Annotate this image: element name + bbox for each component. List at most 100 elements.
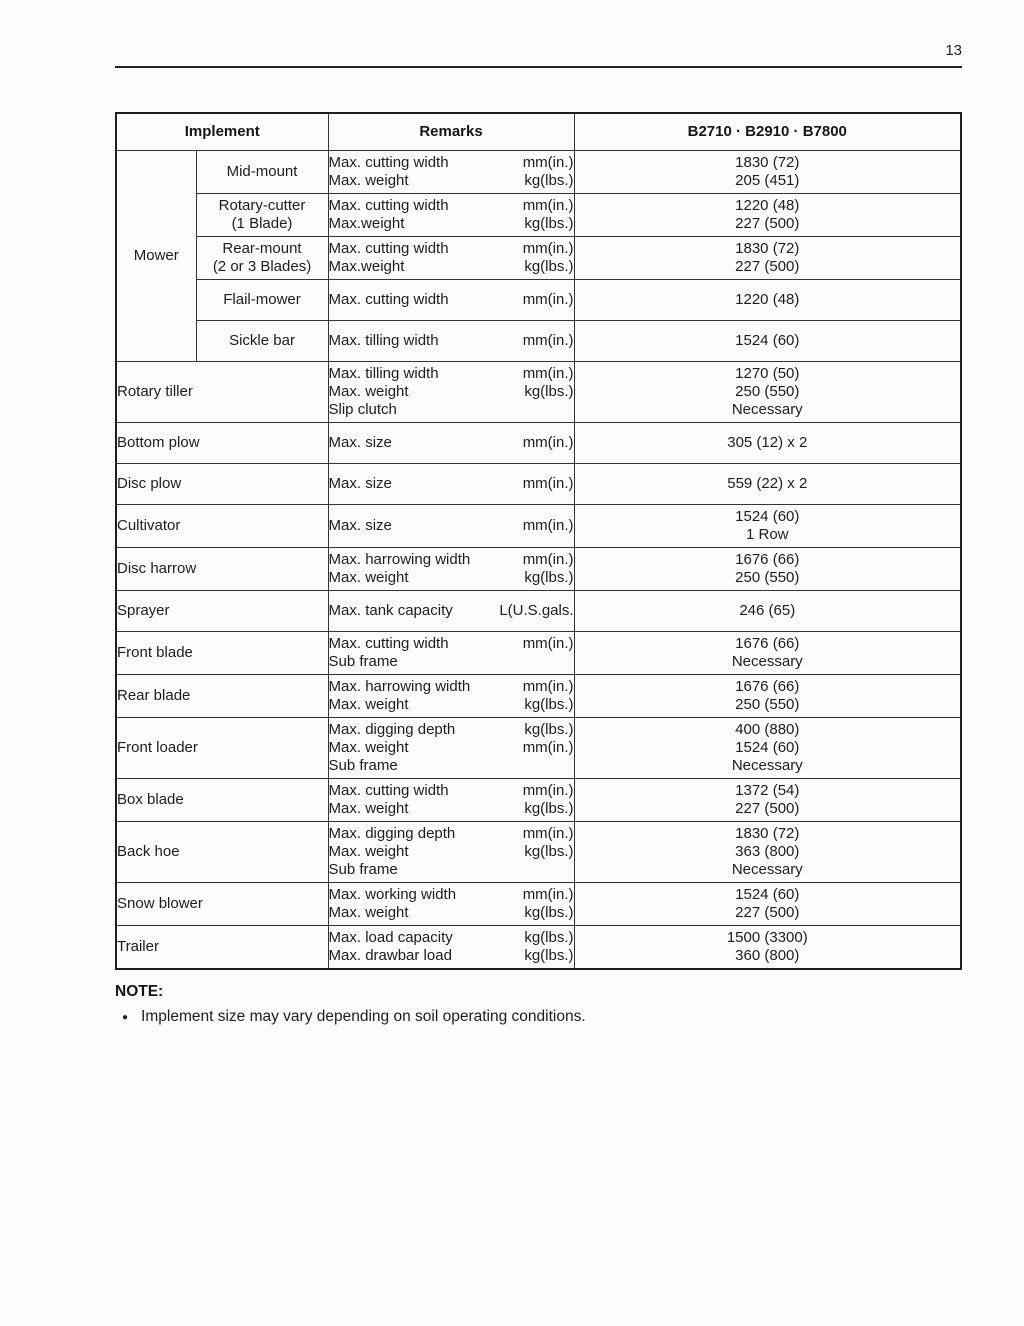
values-cell: 1676 (66) Necessary	[573, 631, 962, 675]
remark-unit: kg(lbs.)	[524, 569, 574, 586]
implement-sub-line: Rotary-cutter	[218, 197, 306, 214]
note-section: NOTE: ● Implement size may vary dependin…	[115, 983, 960, 1026]
implement-sub-line: (1 Blade)	[231, 215, 293, 232]
remarks-cell: Max. tilling width mm(in.) Max. weight kg(l…	[327, 361, 575, 423]
remarks-cell: Max. digging depth mm(in.) Max. weight kg(l…	[327, 821, 575, 883]
table-row: Box blade Max. cutting width mm(in.) Max. w…	[115, 778, 962, 822]
remark-label: Max. weight	[328, 800, 409, 817]
values-cell: 1220 (48)	[573, 279, 962, 321]
remark-label: Max. cutting width	[328, 635, 449, 652]
implement-cell: Front blade	[115, 631, 329, 675]
table-row: Disc harrow Max. harrowing width mm(in.) Ma…	[115, 547, 962, 591]
remark-line: Max. cutting width mm(in.)	[329, 291, 574, 309]
remarks-cell: Max. cutting width mm(in.) Max. weight kg(l…	[327, 778, 575, 822]
remark-unit: L(U.S.gals.	[499, 602, 574, 619]
value-line: Necessary	[731, 757, 803, 774]
table-row: Sickle bar Max. tilling width mm(in.) 1524 …	[116, 320, 962, 362]
remark-unit: kg(lbs.)	[524, 383, 574, 400]
implement-sub-cell: Flail-mower	[195, 279, 329, 321]
values-cell: 1830 (72) 363 (800) Necessary	[573, 821, 962, 883]
remark-line: Max. digging depth kg(lbs.)	[329, 721, 574, 739]
remark-unit: kg(lbs.)	[524, 215, 574, 232]
remark-unit: mm(in.)	[522, 825, 574, 842]
header-rule	[115, 66, 962, 68]
values-cell: 559 (22) x 2	[573, 463, 962, 505]
remark-unit: kg(lbs.)	[524, 172, 574, 189]
remark-label: Max. harrowing width	[328, 678, 471, 695]
value-line: 205 (451)	[735, 172, 800, 189]
remark-unit: mm(in.)	[522, 291, 574, 308]
value-line: 1 Row	[746, 526, 789, 543]
remarks-cell: Max. working width mm(in.) Max. weight kg(l…	[327, 882, 575, 926]
value-line: 246 (65)	[739, 602, 796, 619]
remark-line: Max. weight kg(lbs.)	[329, 383, 574, 401]
remark-unit: kg(lbs.)	[524, 696, 574, 713]
table-row: Rotary-cutter (1 Blade) Max. cutting width…	[116, 193, 962, 237]
values-cell: 1500 (3300) 360 (800)	[573, 925, 962, 970]
remark-line: Max. drawbar load kg(lbs.)	[329, 947, 574, 965]
remarks-cell: Max. tank capacity L(U.S.gals.	[327, 590, 575, 632]
implement-sub-line: Rear-mount	[222, 240, 302, 257]
table-row: Back hoe Max. digging depth mm(in.) Max. we…	[115, 821, 962, 883]
remark-label: Max. cutting width	[328, 291, 449, 308]
table-row: Cultivator Max. size mm(in.) 1524 (60) 1 Row	[115, 504, 962, 548]
remark-label: Max.weight	[328, 258, 405, 275]
remark-label: Max. cutting width	[328, 197, 449, 214]
value-line: 1524 (60)	[735, 332, 800, 349]
remarks-cell: Max. cutting width mm(in.) Sub frame	[327, 631, 575, 675]
value-line: 1524 (60)	[735, 886, 800, 903]
remark-label: Max. weight	[328, 696, 409, 713]
value-line: 1220 (48)	[735, 291, 800, 308]
remark-label: Max. tilling width	[328, 332, 439, 349]
value-line: 1830 (72)	[735, 240, 800, 257]
value-line: 227 (500)	[735, 215, 800, 232]
remark-unit: kg(lbs.)	[524, 947, 574, 964]
value-line: Necessary	[731, 653, 803, 670]
remark-label: Max. weight	[328, 383, 409, 400]
col-header-models: B2710 · B2910 · B7800	[573, 112, 962, 151]
implement-spec-table: Implement Remarks B2710 · B2910 · B7800 …	[115, 112, 963, 970]
note-title: NOTE:	[115, 983, 164, 1000]
values-cell: 1524 (60)	[573, 320, 962, 362]
implement-cell: Rotary tiller	[115, 361, 329, 423]
implement-sub-line: (2 or 3 Blades)	[212, 258, 312, 275]
col-header-implement: Implement	[115, 112, 329, 151]
remark-label: Max. drawbar load	[328, 947, 452, 964]
values-cell: 1270 (50) 250 (550) Necessary	[573, 361, 962, 423]
remark-unit: mm(in.)	[522, 154, 574, 171]
value-line: Necessary	[731, 861, 803, 878]
remarks-cell: Max. cutting width mm(in.) Max.weight kg(lb…	[327, 236, 575, 280]
remark-label: Max. digging depth	[328, 721, 456, 738]
remark-label: Max. size	[328, 434, 392, 451]
remark-label: Max. weight	[328, 172, 409, 189]
implement-cell: Disc plow	[115, 463, 329, 505]
remark-line: Max. cutting width mm(in.)	[329, 782, 574, 800]
value-line: 1676 (66)	[735, 551, 800, 568]
values-cell: 1524 (60) 227 (500)	[573, 882, 962, 926]
values-cell: 1676 (66) 250 (550)	[573, 547, 962, 591]
remark-line: Max. weight mm(in.)	[329, 739, 574, 757]
table-row: Rear-mount (2 or 3 Blades) Max. cutting wi…	[116, 236, 962, 280]
remark-line: Max. cutting width mm(in.)	[329, 197, 574, 215]
remark-label: Max. working width	[328, 886, 457, 903]
remark-label: Sub frame	[328, 861, 398, 878]
values-cell: 1372 (54) 227 (500)	[573, 778, 962, 822]
value-line: 360 (800)	[735, 947, 800, 964]
implement-cell: Bottom plow	[115, 422, 329, 464]
remark-line: Sub frame	[329, 653, 574, 671]
value-line: 1830 (72)	[735, 154, 800, 171]
value-line: 227 (500)	[735, 258, 800, 275]
remark-line: Max. digging depth mm(in.)	[329, 825, 574, 843]
table-row: Front blade Max. cutting width mm(in.) Sub …	[115, 631, 962, 675]
remark-line: Max. weight kg(lbs.)	[329, 843, 574, 861]
table-row: Mower Mid-mount Max. cutting width mm(in.) M…	[115, 150, 962, 362]
table-row: Front loader Max. digging depth kg(lbs.) Ma…	[115, 717, 962, 779]
remark-label: Max. size	[328, 475, 392, 492]
remark-line: Max. weight kg(lbs.)	[329, 904, 574, 922]
remark-label: Max.weight	[328, 215, 405, 232]
remark-label: Sub frame	[328, 757, 398, 774]
value-line: 363 (800)	[735, 843, 800, 860]
remarks-cell: Max. size mm(in.)	[327, 463, 575, 505]
page-content: Implement Remarks B2710 · B2910 · B7800 …	[115, 112, 963, 1026]
